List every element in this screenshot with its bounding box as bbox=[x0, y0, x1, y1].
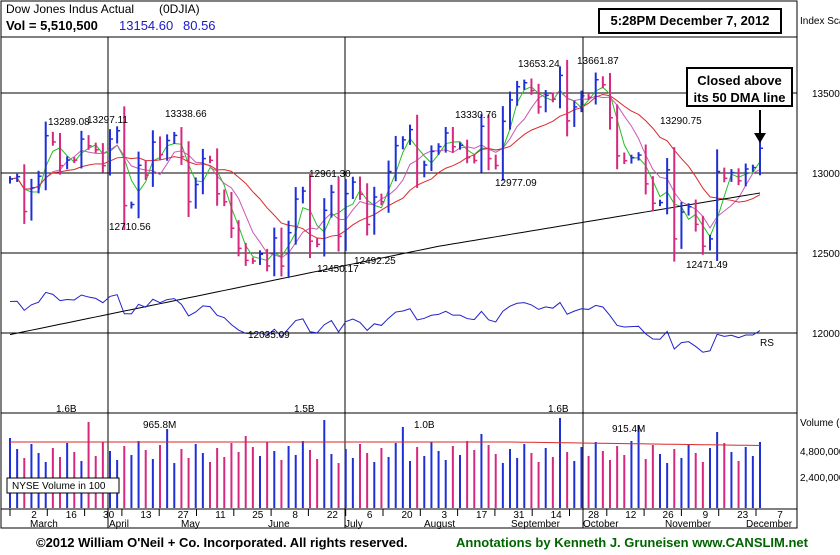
ma-21-line bbox=[9, 91, 761, 259]
x-tick-label: 26 bbox=[663, 510, 675, 521]
label-12450: 12450.17 bbox=[317, 264, 359, 275]
vol-label-5: 1.6B bbox=[548, 404, 569, 415]
volume-tick-label: 4,800,000 bbox=[800, 447, 840, 458]
x-tick-label: 3 bbox=[442, 510, 448, 521]
vol-label-1: 1.6B bbox=[56, 404, 77, 415]
label-12710: 12710.56 bbox=[109, 222, 151, 233]
index-scale-label: Index Scale bbox=[800, 16, 840, 27]
x-tick-label: 11 bbox=[215, 510, 226, 521]
x-tick-label: 28 bbox=[588, 510, 600, 521]
nyse-volume-label: NYSE Volume in 100 bbox=[12, 481, 106, 492]
x-tick-label: 31 bbox=[513, 510, 525, 521]
vol-label-4: 1.0B bbox=[414, 420, 435, 431]
label-13290: 13290.75 bbox=[660, 116, 702, 127]
y-axis-ticks: 12000 12500 13000 13500 4,800,000 2,400,000 bbox=[800, 89, 840, 484]
price-bars bbox=[9, 59, 763, 279]
rs-label: RS bbox=[760, 338, 774, 349]
index-name: Dow Jones Indus Actual bbox=[6, 2, 134, 16]
annotations-credit: Annotations by Kenneth J. Gruneisen www.… bbox=[456, 535, 808, 550]
month-label: July bbox=[345, 519, 363, 530]
x-axis-ticks: 2 16 30 13 27 11 25 8 22 6 20 3 17 31 14 28 12 26 9 23 7 Marc… bbox=[9, 509, 793, 530]
ma-50-line bbox=[9, 93, 761, 240]
x-tick-label: 14 bbox=[551, 510, 563, 521]
vol-label-6: 915.4M bbox=[612, 424, 645, 435]
x-tick-label: 7 bbox=[777, 510, 783, 521]
x-tick-label: 25 bbox=[252, 510, 264, 521]
label-13330: 13330.76 bbox=[455, 110, 497, 121]
volume-tick-label: 2,400,000 bbox=[800, 473, 840, 484]
month-label: October bbox=[583, 519, 619, 530]
volume-readout: Vol = 5,510,500 bbox=[6, 18, 98, 33]
month-label: April bbox=[109, 519, 129, 530]
month-label: June bbox=[268, 519, 290, 530]
label-12471: 12471.49 bbox=[686, 260, 728, 271]
x-tick-label: 17 bbox=[476, 510, 488, 521]
month-label: May bbox=[181, 519, 200, 530]
x-tick-label: 13 bbox=[140, 510, 152, 521]
vol-label-2: 965.8M bbox=[143, 420, 176, 431]
x-tick-label: 6 bbox=[367, 510, 373, 521]
price-change: 80.56 bbox=[183, 18, 216, 33]
month-label: March bbox=[30, 519, 58, 530]
index-symbol: (0DJIA) bbox=[159, 2, 200, 16]
month-label: December bbox=[746, 519, 793, 530]
price-panel bbox=[0, 36, 798, 414]
x-tick-label: 12 bbox=[625, 510, 637, 521]
timestamp-box: 5:28PM December 7, 2012 bbox=[598, 8, 782, 34]
last-price: 13154.60 bbox=[119, 18, 173, 33]
xaxis-panel bbox=[0, 508, 798, 529]
label-12492: 12492.25 bbox=[354, 256, 396, 267]
volume-bars bbox=[9, 418, 761, 508]
month-label: November bbox=[665, 519, 712, 530]
rs-polyline bbox=[9, 291, 761, 353]
label-13653: 13653.24 bbox=[518, 59, 560, 70]
y-tick-label: 13500 bbox=[812, 89, 840, 100]
nyse-volume-box bbox=[6, 477, 120, 494]
label-13297: 13297.11 bbox=[87, 115, 128, 126]
label-12977: 12977.09 bbox=[495, 178, 537, 189]
label-12035: 12035.09 bbox=[248, 330, 290, 341]
x-tick-label: 16 bbox=[66, 510, 78, 521]
x-tick-label: 20 bbox=[401, 510, 413, 521]
x-tick-label: 30 bbox=[103, 510, 115, 521]
label-13338: 13338.66 bbox=[165, 109, 207, 120]
x-tick-label: 2 bbox=[31, 510, 37, 521]
arrow-head-icon bbox=[754, 133, 766, 143]
label-13289: 13289.08 bbox=[48, 117, 90, 128]
x-tick-label: 22 bbox=[327, 510, 339, 521]
rs-line bbox=[9, 291, 761, 353]
closed-above-callout: Closed above its 50 DMA line bbox=[686, 67, 793, 107]
x-tick-label: 27 bbox=[178, 510, 190, 521]
month-label: September bbox=[511, 519, 561, 530]
copyright-text: ©2012 William O'Neil + Co. Incorporated.… bbox=[36, 535, 408, 550]
y-tick-label: 12500 bbox=[812, 249, 840, 260]
month-label: August bbox=[424, 519, 455, 530]
volume-panel bbox=[0, 412, 798, 510]
x-tick-label: 8 bbox=[292, 510, 298, 521]
label-13661: 13661.87 bbox=[577, 56, 619, 67]
x-tick-label: 9 bbox=[703, 510, 709, 521]
volume-axis-title: Volume (00) bbox=[800, 418, 840, 429]
ma-10-line bbox=[9, 86, 761, 261]
grid-lines bbox=[1, 37, 797, 528]
vol-label-3: 1.5B bbox=[294, 404, 315, 415]
x-tick-label: 23 bbox=[737, 510, 749, 521]
label-12961: 12961.30 bbox=[309, 169, 351, 180]
volume-average-line bbox=[10, 441, 761, 446]
y-tick-label: 13000 bbox=[812, 169, 840, 180]
y-tick-label: 12000 bbox=[812, 329, 840, 340]
